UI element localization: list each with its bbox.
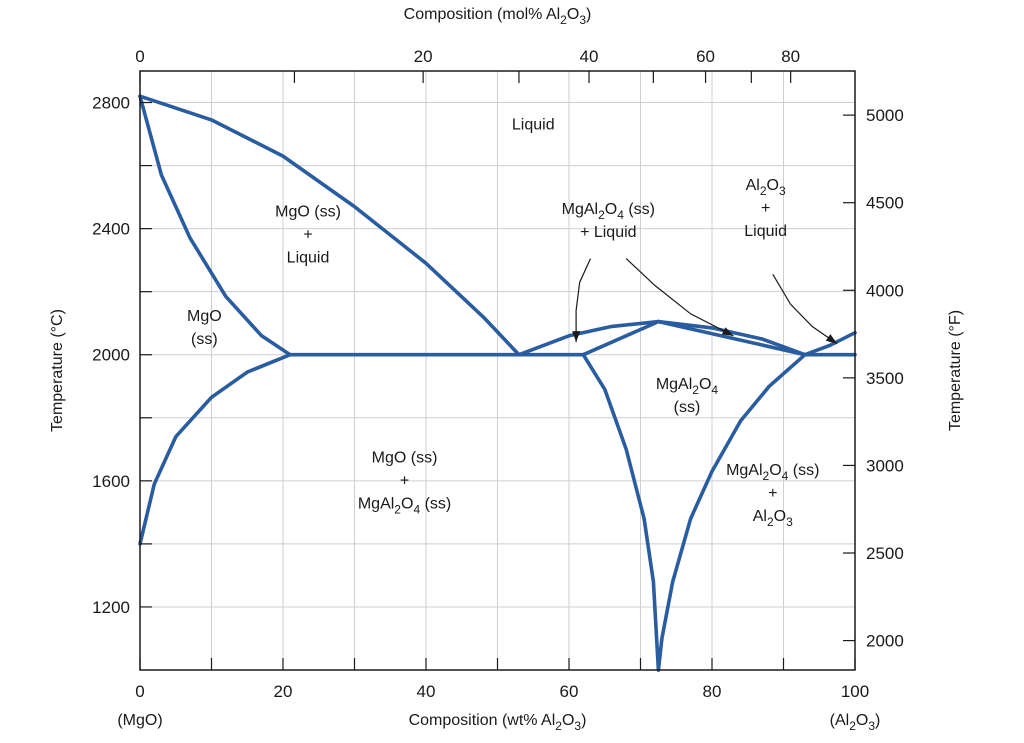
x-tick-label: 60	[560, 682, 579, 701]
region-label-mgo-ss-liquid: +	[303, 227, 312, 244]
pointer-al2o3-liquid	[772, 273, 838, 345]
y-tick-label: 2800	[92, 94, 130, 113]
yr-tick-label: 2000	[866, 632, 904, 651]
y-tick-label: 1600	[92, 472, 130, 491]
yr-tick-label: 2500	[866, 544, 904, 563]
region-label-mgo-ss-spinel-ss: MgO (ss)	[372, 450, 438, 467]
curve-solvus-mgo	[138, 352, 292, 546]
x-tick-label: 40	[417, 682, 436, 701]
pointer-spinel-liquid-left-head	[572, 331, 581, 343]
y-tick-label: 1200	[92, 598, 130, 617]
curve-liquidus-al2o3	[803, 330, 857, 357]
region-label-liquid: Liquid	[512, 116, 555, 133]
x-top-axis-title: Composition (mol% Al2O3)	[404, 6, 592, 27]
curve-solidus-mgo	[138, 94, 292, 357]
region-label-spinel-ss: MgAl2O4	[656, 376, 719, 397]
x-tick-label: 80	[703, 682, 722, 701]
yr-tick-label: 5000	[866, 106, 904, 125]
top-tick-label: 20	[414, 47, 433, 66]
region-label-spinel-ss: (ss)	[674, 399, 701, 416]
region-label-al2o3-liquid: +	[761, 200, 770, 217]
region-label-mgo-ss-spinel-ss: +	[400, 473, 409, 490]
curve-spinel-solvus-right	[656, 352, 807, 672]
x-bottom-axis-title: Composition (wt% Al2O3)	[409, 712, 587, 733]
y-tick-label: 2000	[92, 346, 130, 365]
top-tick-label: 60	[696, 47, 715, 66]
curve-liquidus-mgo	[138, 94, 521, 357]
x-tick-label: 100	[841, 682, 869, 701]
region-label-spinel-ss-liquid: MgAl2O4 (ss)	[562, 201, 655, 222]
pointer-spinel-liquid-right-head	[721, 327, 734, 336]
curve-solidus-spinel-right	[656, 319, 807, 357]
region-label-spinel-ss-al2o3: MgAl2O4 (ss)	[726, 462, 819, 483]
curve-solidus-spinel-left	[581, 319, 661, 357]
region-label-spinel-ss-liquid: + Liquid	[580, 224, 637, 241]
pointer-spinel-liquid-right	[625, 258, 734, 337]
region-label-mgo-ss: (ss)	[191, 331, 218, 348]
y-right-axis-title: Temperature (°F)	[947, 310, 964, 431]
grid-layer	[140, 71, 855, 670]
top-tick-label: 0	[135, 47, 144, 66]
axes-layer: 0 20 40 60 80 100 (MgO) (Al2O3) Composition (wt%…	[49, 6, 964, 733]
x-tick-label: 0	[135, 682, 144, 701]
pointer-arrow-layer	[572, 258, 838, 345]
phase-boundary-layer	[138, 94, 857, 672]
x-tick-label: 20	[274, 682, 293, 701]
yr-tick-label: 4000	[866, 281, 904, 300]
region-label-al2o3-liquid: Al2O3	[746, 177, 786, 198]
x-right-end-label: (Al2O3)	[830, 712, 881, 733]
yr-tick-label: 4500	[866, 194, 904, 213]
top-tick-label: 40	[580, 47, 599, 66]
y-left-axis-title: Temperature (°C)	[49, 309, 66, 432]
region-label-al2o3-liquid: Liquid	[744, 223, 787, 240]
region-label-layer: Liquid MgO (ss) + Liquid MgO (ss) MgAl2O4 (ss)…	[187, 116, 819, 529]
pointer-al2o3-liquid-head	[825, 334, 838, 344]
region-label-mgo-ss-liquid: MgO (ss)	[275, 204, 341, 221]
yr-tick-label: 3500	[866, 369, 904, 388]
yr-tick-label: 3000	[866, 456, 904, 475]
region-label-spinel-ss-al2o3: +	[768, 485, 777, 502]
region-label-spinel-ss-al2o3: Al2O3	[753, 508, 793, 529]
curve-liquidus-spinel-right	[656, 319, 807, 357]
pointer-spinel-liquid-left	[575, 258, 592, 343]
curve-liquidus-spinel-left	[517, 319, 661, 357]
top-tick-label: 80	[781, 47, 800, 66]
curve-spinel-solvus-left	[581, 352, 661, 672]
region-label-mgo-ss-spinel-ss: MgAl2O4 (ss)	[358, 496, 451, 517]
region-label-mgo-ss: MgO	[187, 308, 222, 325]
x-left-end-label: (MgO)	[117, 712, 162, 729]
region-label-mgo-ss-liquid: Liquid	[287, 250, 330, 267]
y-tick-label: 2400	[92, 220, 130, 239]
